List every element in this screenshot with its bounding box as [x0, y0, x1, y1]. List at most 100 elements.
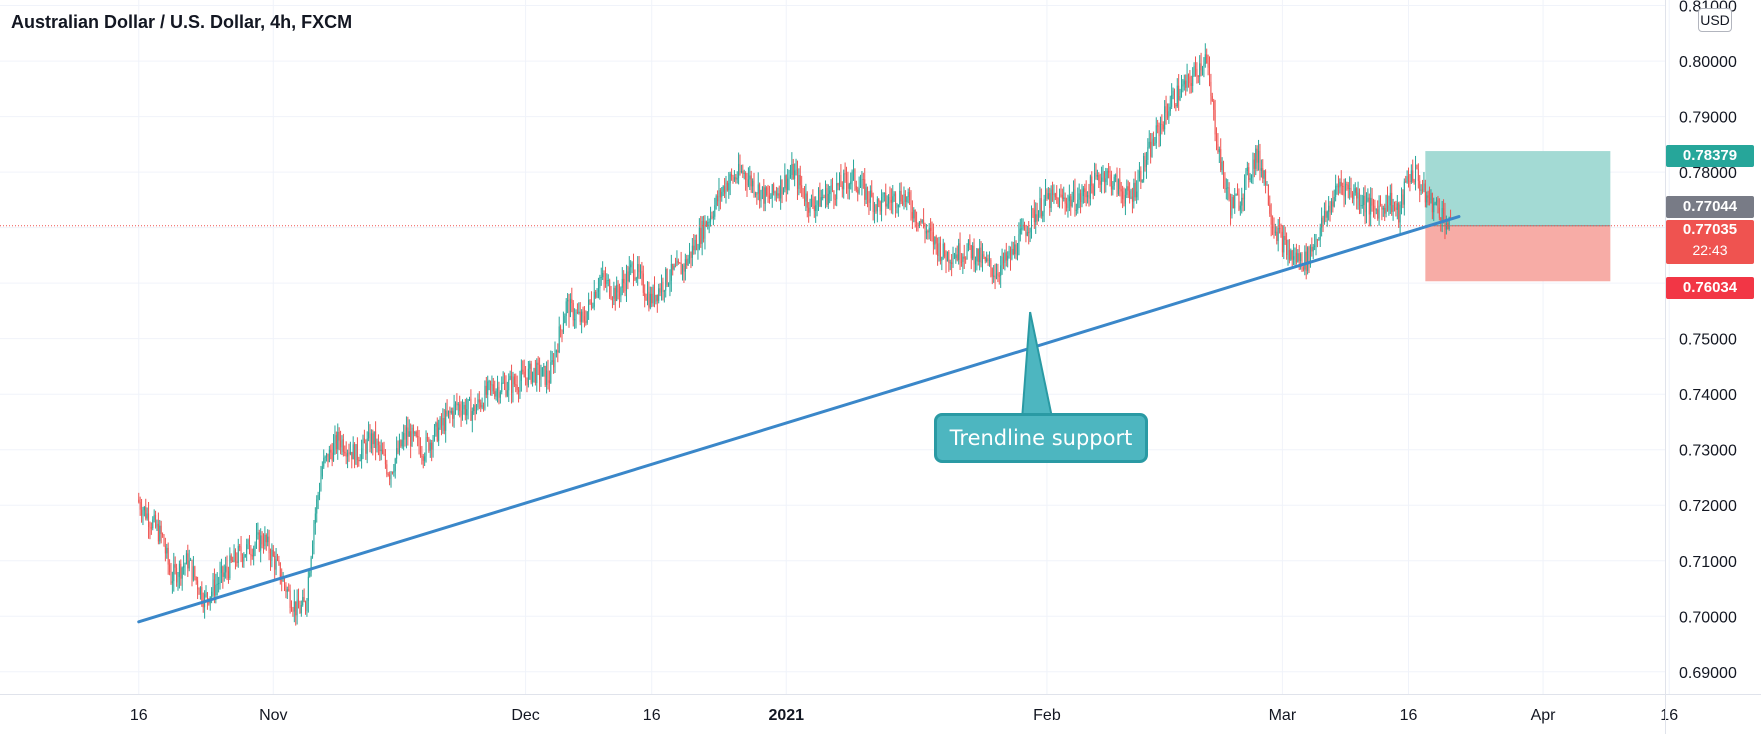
candle-body [915, 210, 916, 222]
candle-body [885, 193, 886, 207]
candle-body [1042, 212, 1043, 216]
candle-body [1174, 91, 1175, 105]
candle-body [1408, 176, 1409, 181]
candle-body [960, 243, 961, 262]
candle-body [1234, 196, 1235, 209]
candle-body [1358, 193, 1359, 199]
x-tick-label: 16 [130, 707, 148, 724]
candle-body [674, 266, 675, 270]
candle-body [410, 431, 411, 446]
candle-body [1384, 208, 1385, 214]
currency-button[interactable]: USD [1698, 8, 1732, 32]
candle-body [374, 431, 375, 444]
candle-body [669, 281, 670, 285]
candle-body [690, 252, 691, 258]
candle-body [720, 190, 721, 197]
candle-body [731, 174, 732, 176]
candle-body [1171, 95, 1172, 107]
candle-body [491, 384, 492, 385]
trendline-support-callout[interactable]: Trendline support [934, 413, 1148, 463]
candle-body [1386, 195, 1387, 213]
candle-body [276, 559, 277, 569]
candle-body [225, 566, 226, 572]
candle-body [301, 605, 302, 613]
candle-body [273, 550, 274, 556]
candle-body [573, 303, 574, 320]
candle-body [1192, 76, 1193, 86]
candle-body [1428, 195, 1429, 197]
candle-body [737, 178, 738, 179]
candle-body [389, 475, 390, 479]
candle-body [566, 301, 567, 316]
candle-body [671, 264, 672, 281]
candle-body [695, 240, 696, 250]
candle-body [891, 200, 892, 203]
candle-body [287, 589, 288, 592]
candle-body [1203, 64, 1204, 66]
candle-body [878, 199, 879, 201]
candle-body [1088, 195, 1089, 199]
candle-body [1415, 165, 1416, 182]
candle-body [664, 291, 665, 292]
candle-body [1430, 193, 1431, 200]
candle-body [159, 526, 160, 542]
candle-body [940, 243, 941, 261]
candle-body [456, 403, 457, 405]
candle-body [249, 540, 250, 554]
candle-body [1100, 181, 1101, 185]
candle-body [1416, 165, 1417, 169]
candle-body [567, 300, 568, 302]
stop-loss-price-label: 0.76034 [1666, 277, 1754, 299]
candle-body [365, 443, 366, 454]
candle-body [1437, 200, 1438, 208]
candle-body [556, 350, 557, 352]
candle-body [1145, 156, 1146, 167]
candle-body [351, 452, 352, 459]
candle-body [1198, 76, 1199, 77]
candle-body [769, 196, 770, 199]
candle-body [177, 577, 178, 583]
candle-body [1395, 207, 1396, 209]
candle-body [299, 608, 300, 613]
candle-body [472, 411, 473, 421]
candle-body [651, 294, 652, 303]
candle-body [1258, 151, 1259, 163]
chart-canvas[interactable]: 0.690000.700000.710000.720000.730000.740… [0, 0, 1761, 734]
candle-body [971, 245, 972, 258]
candle-body [730, 174, 731, 183]
candle-body [1188, 75, 1189, 77]
candle-body [428, 438, 429, 450]
candle-body [1387, 195, 1388, 210]
candle-body [1290, 250, 1291, 259]
candle-body [1335, 186, 1336, 197]
candle-body [882, 194, 883, 197]
candle-body [1254, 160, 1255, 169]
candle-body [1185, 81, 1186, 88]
candle-body [1359, 193, 1360, 206]
candle-body [770, 198, 771, 199]
candle-body [763, 187, 764, 204]
candle-body [810, 199, 811, 212]
candle-body [1304, 252, 1305, 270]
candle-body [676, 261, 677, 266]
candle-body [1381, 206, 1382, 210]
candle-body [585, 321, 586, 322]
candle-body [941, 257, 942, 261]
candle-body [859, 188, 860, 193]
candle-body [1276, 232, 1277, 241]
candle-body [1397, 203, 1398, 210]
candle-body [543, 366, 544, 367]
candle-body [661, 282, 662, 293]
candle-body [176, 568, 177, 583]
candle-body [826, 188, 827, 205]
candles [138, 43, 1451, 625]
candle-body [1273, 228, 1274, 232]
candle-body [486, 386, 487, 395]
candle-body [487, 381, 488, 394]
candle-body [1121, 189, 1122, 191]
candle-body [490, 381, 491, 385]
candle-body [1215, 110, 1216, 135]
candle-body [947, 252, 948, 262]
candle-body [732, 176, 733, 180]
candle-body [819, 190, 820, 207]
